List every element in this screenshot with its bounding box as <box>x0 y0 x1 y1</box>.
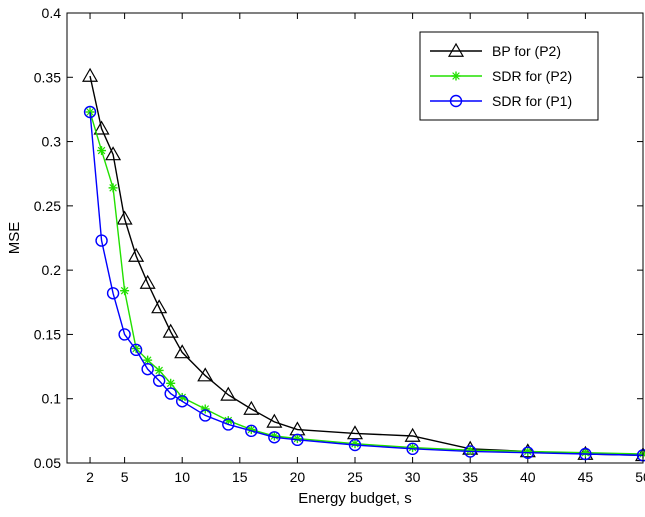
data-point <box>120 286 129 295</box>
x-tick-label: 20 <box>290 469 306 485</box>
y-tick-label: 0.25 <box>34 198 61 214</box>
x-tick-label: 15 <box>232 469 248 485</box>
x-tick-label: 30 <box>405 469 421 485</box>
data-point <box>155 366 164 375</box>
data-point <box>201 405 210 414</box>
x-axis-title: Energy budget, s <box>298 490 411 507</box>
data-point <box>109 183 118 192</box>
y-tick-label: 0.3 <box>42 134 62 150</box>
y-tick-label: 0.15 <box>34 326 61 342</box>
legend-label: SDR for (P2) <box>492 68 572 84</box>
legend-label: BP for (P2) <box>492 43 561 59</box>
y-tick-label: 0.4 <box>42 5 62 21</box>
y-tick-label: 0.35 <box>34 69 61 85</box>
y-tick-label: 0.2 <box>42 262 62 278</box>
x-tick-label: 2 <box>86 469 94 485</box>
legend-marker <box>452 72 461 81</box>
x-tick-label: 35 <box>462 469 478 485</box>
x-tick-label: 5 <box>121 469 129 485</box>
y-axis-title: MSE <box>6 222 23 255</box>
legend: BP for (P2) SDR for (P2) SDR for (P1) <box>420 32 598 120</box>
x-tick-label: 10 <box>174 469 190 485</box>
legend-label: SDR for (P1) <box>492 93 572 109</box>
y-tick-label: 0.05 <box>34 455 61 471</box>
data-point <box>97 146 106 155</box>
y-tick-label: 0.1 <box>42 391 62 407</box>
x-tick-label: 50 <box>635 469 645 485</box>
x-tick-label: 45 <box>578 469 594 485</box>
x-tick-label: 25 <box>347 469 363 485</box>
x-tick-label: 40 <box>520 469 536 485</box>
data-point <box>166 379 175 388</box>
